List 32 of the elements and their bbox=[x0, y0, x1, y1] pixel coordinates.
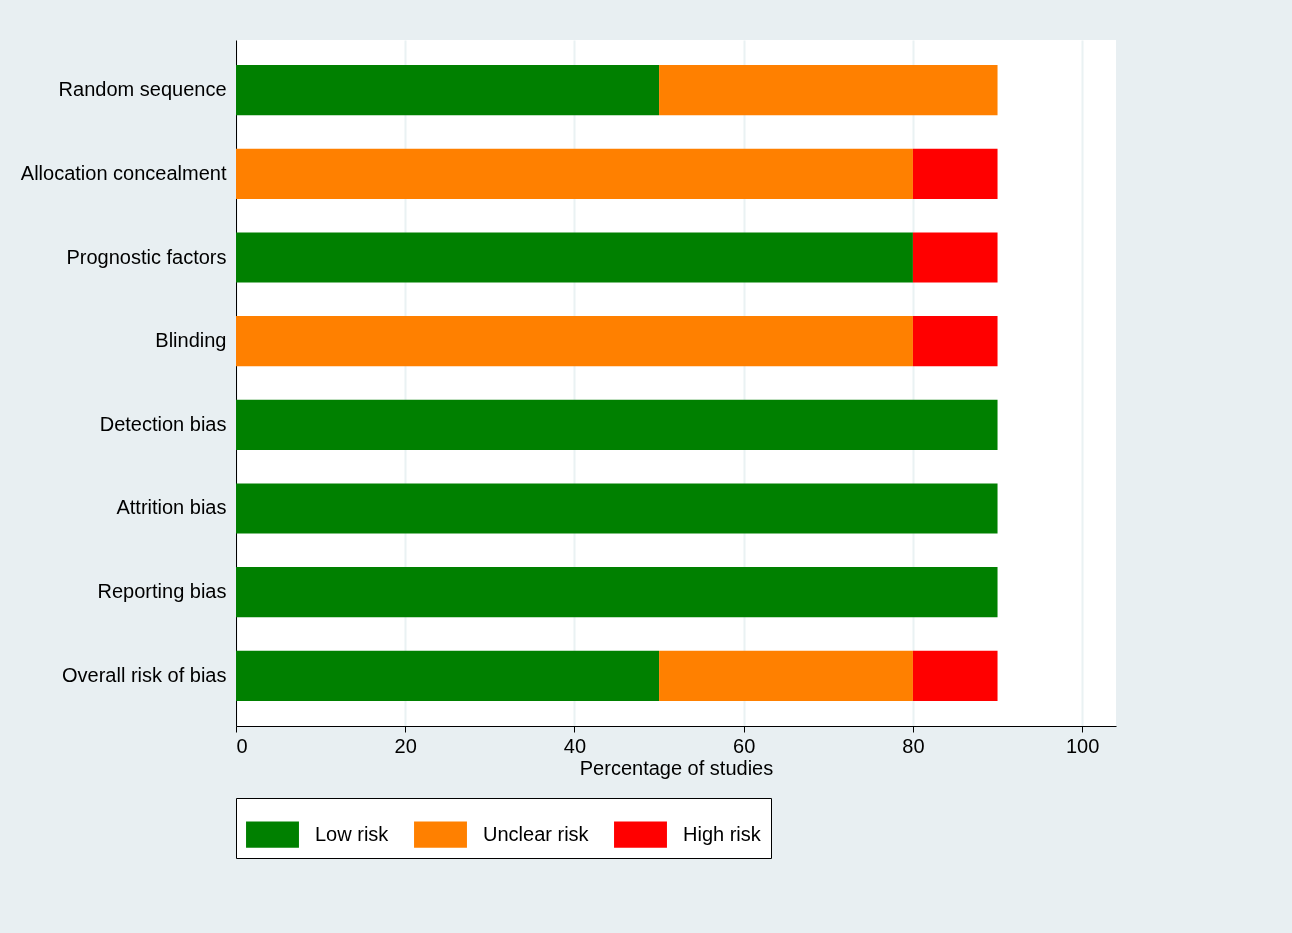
bar bbox=[912, 650, 998, 701]
bar bbox=[236, 567, 998, 618]
bar bbox=[236, 148, 913, 199]
y-tick-label: Attrition bias bbox=[116, 496, 227, 519]
y-tick-label: Random sequence bbox=[58, 78, 227, 101]
x-tick-label: 100 bbox=[1065, 734, 1100, 757]
legend-label: Low risk bbox=[315, 822, 390, 845]
bar bbox=[236, 483, 998, 534]
bar bbox=[659, 65, 998, 116]
y-tick-label: Overall risk of bias bbox=[62, 663, 227, 686]
bar bbox=[236, 399, 998, 450]
x-tick-label: 40 bbox=[563, 734, 587, 757]
y-tick-label: Allocation concealment bbox=[20, 161, 227, 184]
x-tick-label: 80 bbox=[902, 734, 925, 757]
bar bbox=[236, 232, 913, 283]
x-tick-label: 20 bbox=[394, 734, 417, 757]
x-axis-title: Percentage of studies bbox=[579, 756, 774, 779]
y-tick-label: Detection bias bbox=[99, 412, 227, 435]
bar bbox=[912, 232, 998, 283]
x-tick-label: 0 bbox=[236, 734, 248, 757]
bar bbox=[659, 650, 913, 701]
legend-label: High risk bbox=[683, 822, 762, 845]
y-tick-label: Blinding bbox=[155, 329, 227, 352]
legend-label: Unclear risk bbox=[483, 822, 590, 845]
bar bbox=[236, 650, 660, 701]
y-tick-label: Reporting bias bbox=[97, 580, 227, 603]
bar bbox=[912, 316, 998, 367]
bar bbox=[236, 65, 660, 116]
bar bbox=[236, 316, 913, 367]
bar bbox=[912, 148, 998, 199]
x-tick-label: 60 bbox=[733, 734, 756, 757]
y-tick-label: Prognostic factors bbox=[66, 245, 227, 268]
